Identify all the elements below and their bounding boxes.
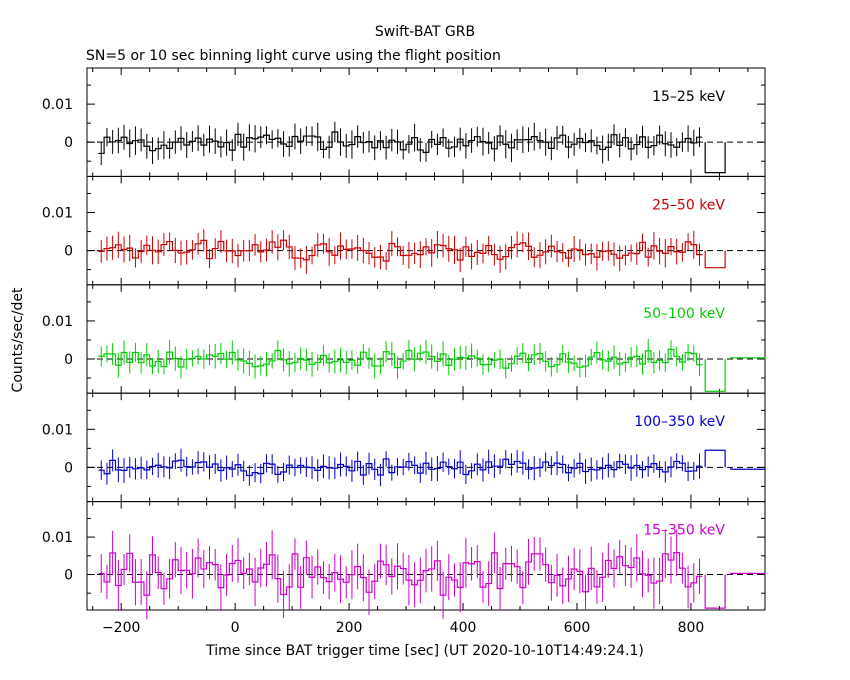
panels: 0 0.01 15–25 keV 0 0.01 25–50 keV 0 0.01 50–100 … xyxy=(42,67,766,636)
y-tick-label: 0.01 xyxy=(42,422,73,438)
x-tick-label: 400 xyxy=(450,620,477,636)
long-bin xyxy=(730,572,766,575)
panel-frame xyxy=(86,392,766,503)
chart-title: Swift-BAT GRB xyxy=(375,24,475,40)
y-tick-label: 0 xyxy=(64,352,73,368)
y-tick-label: 0 xyxy=(64,135,73,151)
band-label: 25–50 keV xyxy=(652,197,725,213)
band-label: 15–25 keV xyxy=(652,89,725,105)
long-bin xyxy=(704,358,726,392)
y-tick-label: 0 xyxy=(64,460,73,476)
x-tick-label: 200 xyxy=(336,620,363,636)
long-bin xyxy=(704,142,726,174)
y-tick-label: 0.01 xyxy=(42,97,73,113)
x-axis-label: Time since BAT trigger time [sec] (UT 20… xyxy=(205,643,644,659)
light-curve-series xyxy=(98,348,703,369)
light-curve-series xyxy=(98,131,703,155)
band-label: 15–350 keV xyxy=(643,523,725,539)
panel-frame xyxy=(86,175,766,286)
x-tick-label: 800 xyxy=(678,620,705,636)
panel-0: 0 0.01 15–25 keV xyxy=(42,67,766,177)
x-tick-label: 0 xyxy=(231,620,240,636)
light-curve-series xyxy=(98,458,703,477)
y-tick-label: 0 xyxy=(64,567,73,583)
panel-4: 0 0.01 15–350 keV xyxy=(42,501,766,620)
y-tick-label: 0.01 xyxy=(42,206,73,222)
light-curve-series xyxy=(98,239,703,262)
long-bin xyxy=(730,467,766,470)
band-label: 100–350 keV xyxy=(634,414,725,430)
x-tick-label: −200 xyxy=(102,620,140,636)
y-tick-label: 0 xyxy=(64,244,73,260)
long-bin xyxy=(704,250,726,269)
long-bin xyxy=(730,357,766,359)
panel-2: 0 0.01 50–100 keV xyxy=(42,284,766,394)
panel-3: 0 0.01 100–350 keV xyxy=(42,392,766,503)
x-tick-label: 600 xyxy=(564,620,591,636)
band-label: 50–100 keV xyxy=(643,306,725,322)
long-bin xyxy=(704,574,726,609)
y-axis-label: Counts/sec/det xyxy=(10,287,26,392)
y-tick-label: 0.01 xyxy=(42,314,73,330)
light-curve-series xyxy=(98,552,703,596)
panel-frame xyxy=(86,284,766,394)
chart-subtitle: SN=5 or 10 sec binning light curve using… xyxy=(86,48,501,64)
panel-1: 0 0.01 25–50 keV xyxy=(42,175,766,286)
long-bin xyxy=(704,449,726,468)
y-tick-label: 0.01 xyxy=(42,530,73,546)
